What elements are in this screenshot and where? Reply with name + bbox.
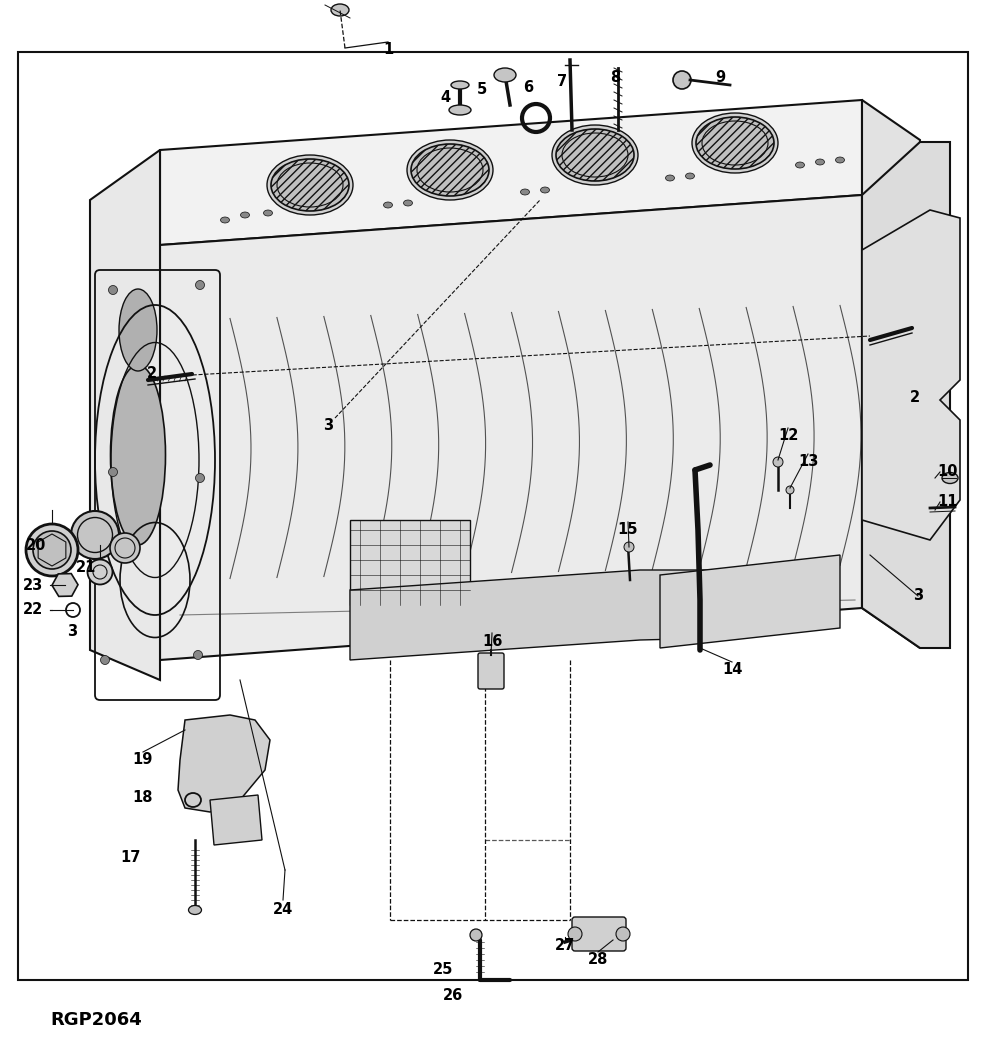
Ellipse shape (119, 289, 157, 371)
Text: 28: 28 (588, 952, 608, 968)
Text: 21: 21 (76, 561, 96, 575)
Text: 27: 27 (554, 938, 575, 952)
Ellipse shape (267, 155, 353, 215)
Ellipse shape (195, 474, 205, 482)
Ellipse shape (541, 187, 549, 193)
Text: 3: 3 (67, 624, 77, 640)
Polygon shape (660, 555, 840, 648)
Ellipse shape (193, 650, 203, 660)
Ellipse shape (696, 117, 774, 169)
Polygon shape (160, 100, 862, 245)
Text: 25: 25 (433, 963, 453, 977)
Ellipse shape (816, 159, 825, 165)
Text: 5: 5 (477, 82, 487, 97)
Text: 12: 12 (778, 428, 798, 444)
Ellipse shape (109, 468, 118, 476)
Ellipse shape (568, 927, 582, 941)
Ellipse shape (773, 457, 783, 467)
Ellipse shape (494, 68, 516, 82)
Text: 10: 10 (938, 465, 958, 479)
Polygon shape (350, 570, 720, 660)
Ellipse shape (878, 360, 914, 470)
Text: 2: 2 (910, 390, 920, 405)
Ellipse shape (942, 473, 958, 483)
FancyBboxPatch shape (350, 520, 470, 606)
Ellipse shape (241, 212, 249, 218)
Text: 26: 26 (443, 988, 463, 1002)
Text: 11: 11 (938, 495, 958, 509)
Text: 14: 14 (722, 663, 742, 678)
Ellipse shape (195, 281, 205, 289)
FancyBboxPatch shape (478, 652, 504, 689)
Ellipse shape (692, 113, 778, 173)
Ellipse shape (552, 125, 638, 185)
Ellipse shape (836, 157, 844, 163)
Ellipse shape (26, 524, 78, 576)
Text: 24: 24 (273, 902, 293, 918)
Polygon shape (160, 195, 862, 660)
Text: 19: 19 (133, 753, 153, 767)
Polygon shape (862, 142, 950, 648)
Ellipse shape (188, 905, 202, 915)
Ellipse shape (556, 129, 634, 181)
Ellipse shape (71, 511, 119, 559)
Ellipse shape (451, 81, 469, 89)
Ellipse shape (87, 560, 113, 585)
Text: 4: 4 (440, 90, 450, 104)
Ellipse shape (796, 162, 805, 168)
Text: 15: 15 (618, 522, 639, 538)
Polygon shape (862, 210, 960, 540)
Ellipse shape (685, 173, 695, 179)
Polygon shape (862, 100, 920, 648)
Text: 1: 1 (383, 43, 393, 57)
Polygon shape (90, 150, 160, 680)
Ellipse shape (521, 189, 530, 195)
Text: 23: 23 (23, 577, 44, 593)
Text: 8: 8 (610, 71, 620, 86)
Text: 20: 20 (26, 538, 47, 552)
Text: 13: 13 (798, 454, 818, 470)
Ellipse shape (110, 533, 140, 563)
Ellipse shape (404, 200, 413, 206)
Ellipse shape (786, 487, 794, 494)
Ellipse shape (33, 531, 71, 569)
Ellipse shape (449, 105, 471, 115)
Ellipse shape (109, 285, 118, 294)
Text: 16: 16 (482, 635, 502, 649)
Ellipse shape (221, 217, 230, 223)
Ellipse shape (470, 929, 482, 941)
Bar (18, 52, 968, 980)
Ellipse shape (111, 365, 165, 545)
Ellipse shape (624, 542, 634, 552)
Text: 2: 2 (147, 365, 157, 380)
Text: 18: 18 (133, 790, 153, 806)
FancyBboxPatch shape (572, 917, 626, 951)
Ellipse shape (616, 927, 630, 941)
Text: 3: 3 (323, 418, 333, 432)
Ellipse shape (665, 175, 674, 181)
Text: RGP2064: RGP2064 (50, 1011, 142, 1029)
Ellipse shape (101, 656, 110, 664)
Text: 9: 9 (715, 71, 725, 86)
Ellipse shape (383, 201, 392, 208)
Ellipse shape (331, 4, 349, 16)
Text: 22: 22 (23, 602, 44, 617)
Ellipse shape (263, 210, 272, 216)
Ellipse shape (407, 140, 493, 200)
Polygon shape (210, 794, 262, 845)
Text: 17: 17 (120, 851, 141, 865)
Polygon shape (178, 715, 270, 812)
Ellipse shape (411, 144, 489, 196)
Ellipse shape (271, 159, 349, 211)
Text: 7: 7 (557, 74, 567, 90)
Text: 3: 3 (913, 589, 923, 603)
Ellipse shape (673, 71, 691, 89)
Text: 6: 6 (523, 79, 533, 95)
